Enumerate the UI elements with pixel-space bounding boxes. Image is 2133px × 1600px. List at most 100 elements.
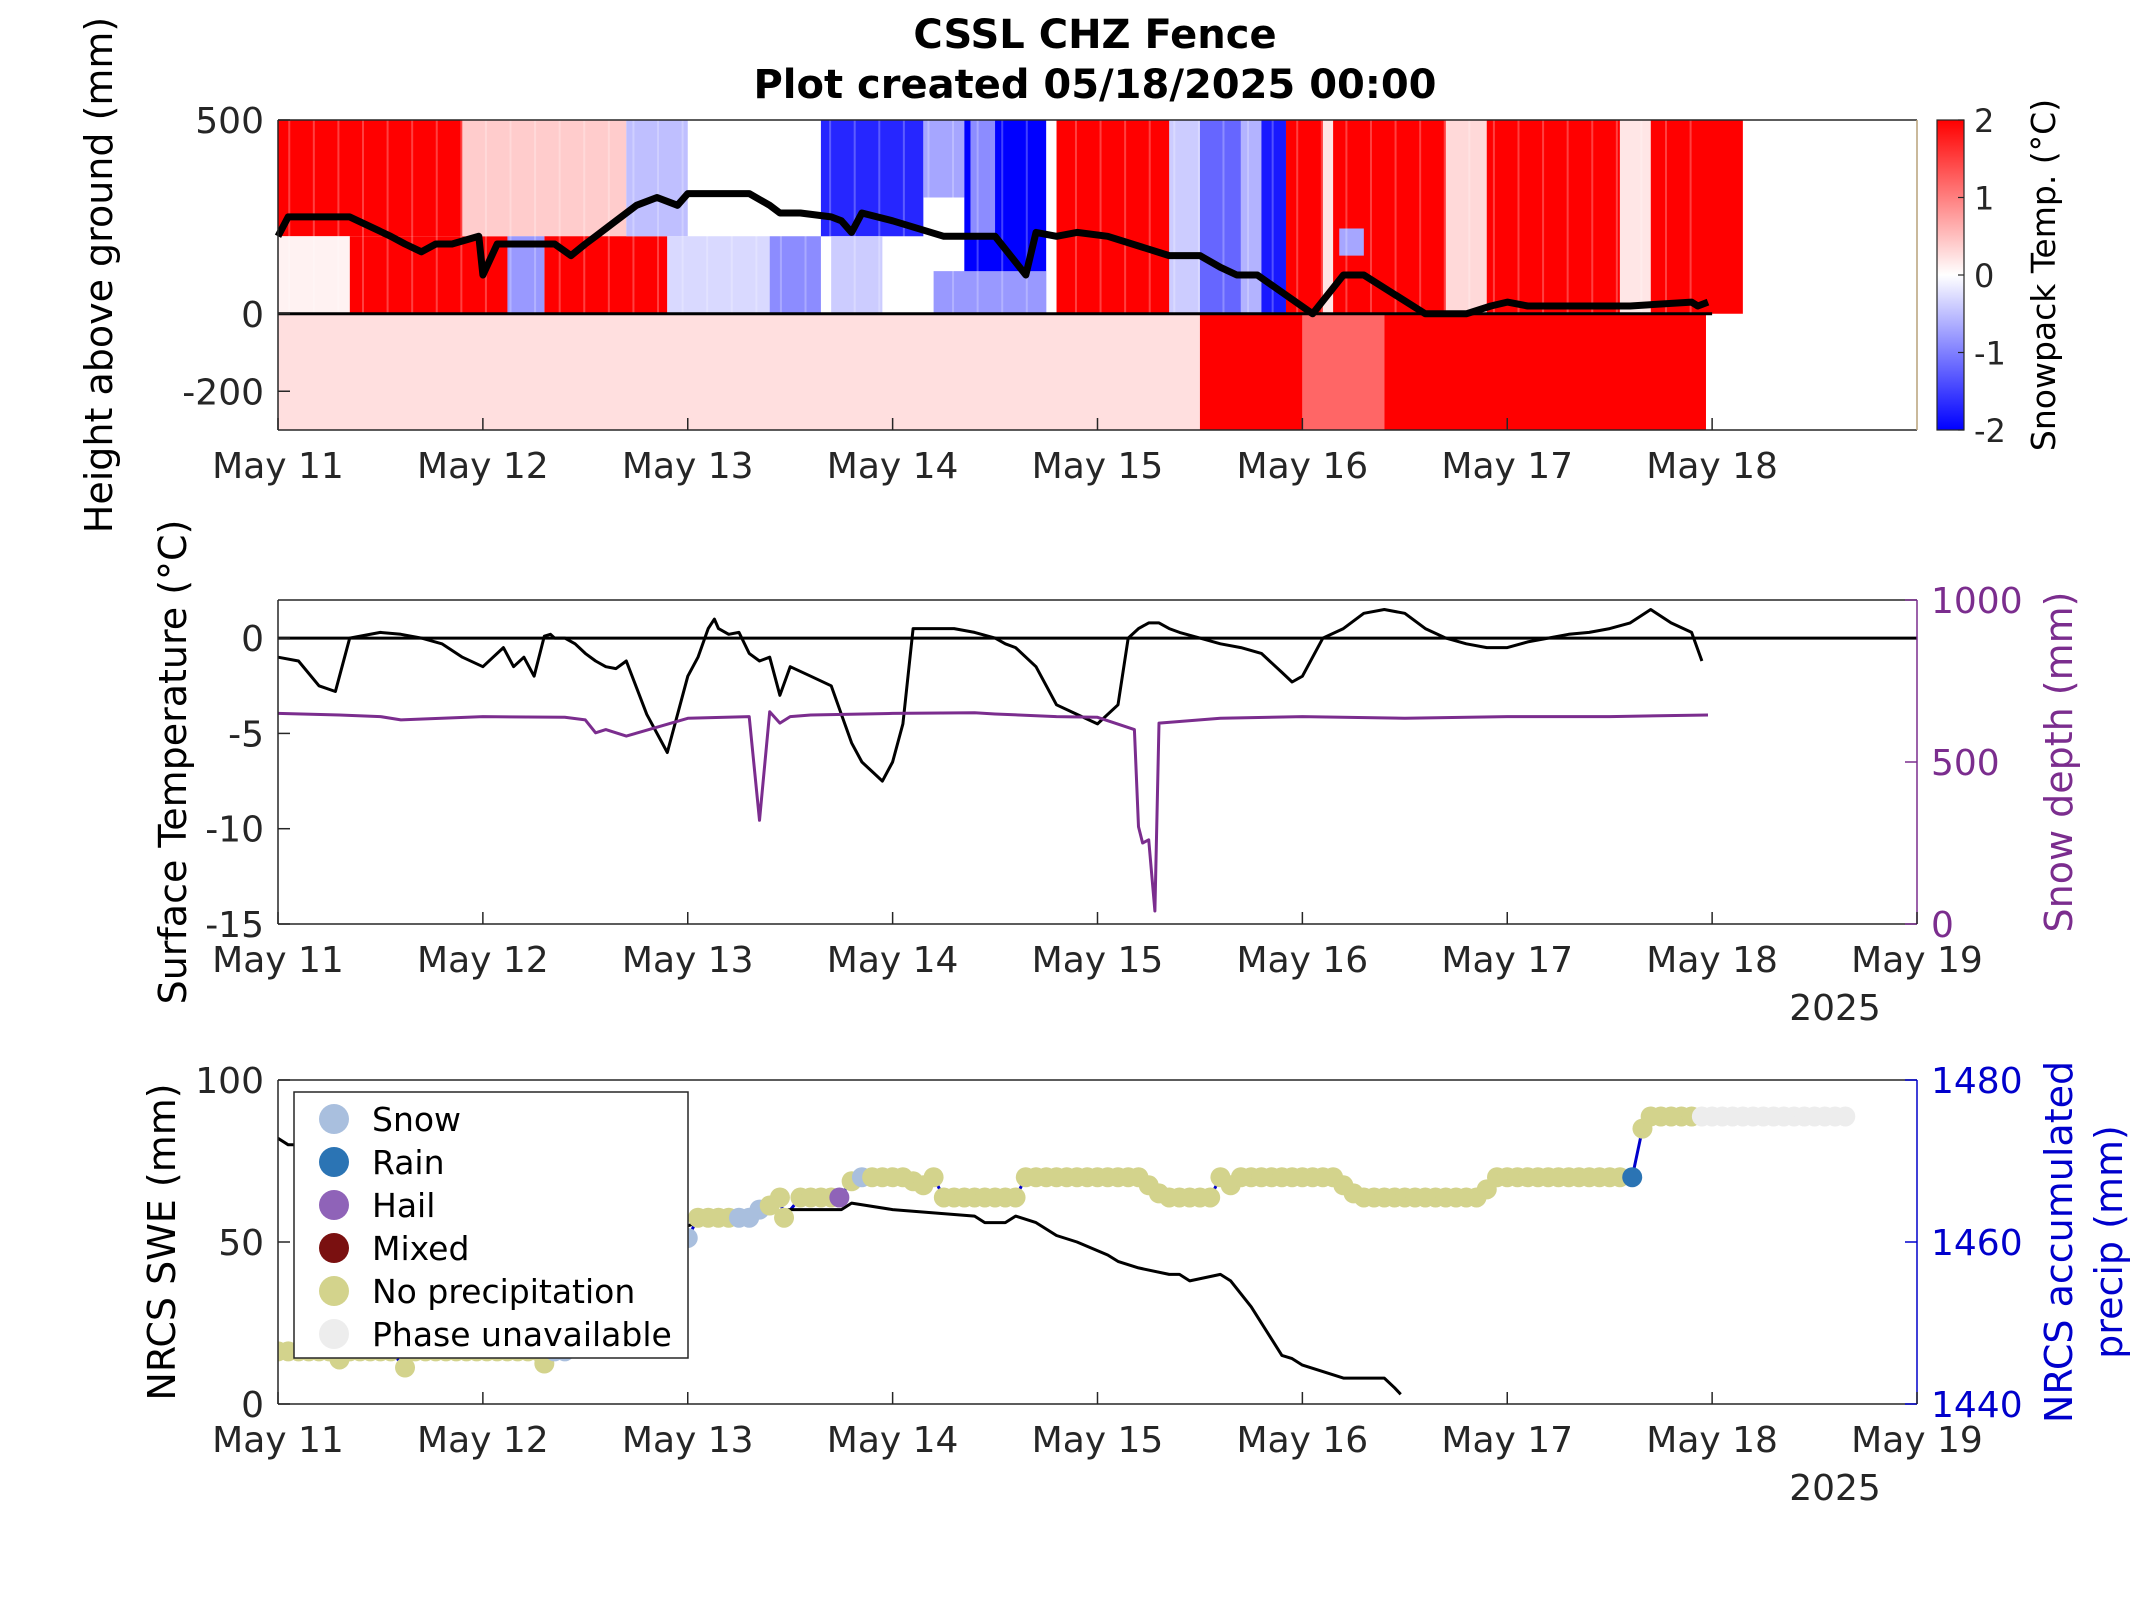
- heatmap-xtick-label: May 16: [1237, 446, 1369, 487]
- surface-xtick-label: May 13: [622, 940, 754, 981]
- heatmap-cold-cell: [970, 120, 996, 237]
- heatmap-stripe: [706, 120, 709, 314]
- swe-year-label: 2025: [1789, 1468, 1881, 1509]
- heatmap-stripe: [386, 120, 389, 314]
- heatmap-ground-cell: [1302, 313, 1385, 430]
- heatmap-cold-cell: [923, 120, 965, 198]
- heatmap-stripe: [1345, 120, 1348, 314]
- heatmap-cold-cell: [1169, 120, 1200, 314]
- heatmap-stripe: [1492, 120, 1495, 314]
- legend-marker-phase-unavailable: [319, 1319, 349, 1349]
- swe-ytick-label: 50: [218, 1223, 264, 1264]
- heatmap-ylabel: Height above ground (mm): [77, 17, 121, 534]
- heatmap-stripe: [1566, 120, 1569, 314]
- legend-label: Mixed: [372, 1229, 469, 1268]
- precip-point-no-precip: [923, 1167, 944, 1188]
- heatmap-stripe: [952, 120, 955, 314]
- heatmap-stripe: [1074, 120, 1077, 314]
- legend-label: Snow: [372, 1100, 461, 1139]
- heatmap-stripe: [583, 120, 586, 314]
- heatmap-stripe: [1050, 120, 1053, 314]
- heatmap-stripe: [1640, 120, 1643, 314]
- heatmap-xtick-label: May 11: [212, 446, 344, 487]
- precip-ylabel-line-2: precip (mm): [2087, 1125, 2131, 1359]
- heatmap-stripe: [1394, 120, 1397, 314]
- precip-ylabel-line-1: NRCS accumulated: [2037, 1061, 2081, 1423]
- heatmap-stripe: [435, 120, 438, 314]
- heatmap-stripe: [411, 120, 414, 314]
- heatmap-xtick-label: May 18: [1646, 446, 1778, 487]
- swe-xtick-label: May 13: [622, 1420, 754, 1461]
- surface-ytick-label: 0: [241, 619, 264, 660]
- snow-depth-ytick-label: 0: [1931, 905, 1954, 946]
- swe-xtick-label: May 14: [827, 1420, 959, 1461]
- heatmap-ytick-label: 0: [241, 295, 264, 336]
- legend-marker-hail: [319, 1190, 349, 1220]
- heatmap-stripe: [1247, 120, 1250, 314]
- surface-temperature-panel: 0 -5 -10 -15 1000 500 0 May 11 May 12 May 13 May 1…: [151, 520, 2081, 1029]
- heatmap-stripe: [1419, 120, 1422, 314]
- heatmap-stripe: [460, 120, 463, 314]
- heatmap-stripe: [607, 120, 610, 314]
- heatmap-xtick-label: May 15: [1032, 446, 1164, 487]
- heatmap-cold-cell: [1240, 120, 1262, 314]
- snowpack-temperature-panel: 500 0 -200 May 11 May 12 May 13 May 14 May 15 Ma…: [77, 17, 1918, 534]
- heatmap-stripe: [976, 120, 979, 314]
- legend-marker-snow: [319, 1104, 349, 1134]
- heatmap-stripe: [1124, 120, 1127, 314]
- heatmap-stripe: [1025, 120, 1028, 314]
- colorbar-tick-label: 0: [1974, 257, 1994, 295]
- heatmap-cold-cell: [769, 236, 821, 314]
- heatmap-cells: [278, 120, 1743, 430]
- heatmap-xtick-label: May 14: [827, 446, 959, 487]
- heatmap-stripe: [1001, 120, 1004, 314]
- heatmap-stripe: [1689, 120, 1692, 314]
- colorbar-tick-label: 2: [1974, 102, 1994, 140]
- surface-xtick-label: May 14: [827, 940, 959, 981]
- swe-ytick-label: 0: [241, 1385, 264, 1426]
- legend: Snow Rain Hail Mixed No precipitation Phase u…: [293, 1091, 689, 1359]
- heatmap-stripe: [1148, 120, 1151, 314]
- heatmap-stripe: [1296, 120, 1299, 314]
- heatmap-xtick-label: May 17: [1441, 446, 1573, 487]
- surface-ytick-label: -15: [205, 905, 264, 946]
- heatmap-ground-cell: [278, 313, 1200, 430]
- heatmap-cold-cell: [667, 236, 770, 314]
- nrcs-swe-panel: 100 50 0 1480 1460 1440 May 11 May 12 May 13 May …: [140, 1061, 2131, 1509]
- surface-ylabel: Surface Temperature (°C): [151, 520, 195, 1005]
- swe-xtick-label: May 16: [1237, 1420, 1369, 1461]
- heatmap-cold-cell: [831, 236, 883, 314]
- colorbar: 2 1 0 -1 -2 Snowpack Temp. (°C): [1936, 99, 2063, 451]
- precip-ytick-label: 1480: [1931, 1061, 2023, 1102]
- heatmap-stripe: [1542, 120, 1545, 314]
- heatmap-stripe: [853, 120, 856, 314]
- precip-ytick-label: 1460: [1931, 1223, 2023, 1264]
- precip-point-no-precip: [395, 1357, 416, 1378]
- heatmap-cold-cell: [1046, 120, 1057, 314]
- heatmap-stripe: [1320, 120, 1323, 314]
- swe-xtick-label: May 17: [1441, 1420, 1573, 1461]
- swe-xtick-label: May 18: [1646, 1420, 1778, 1461]
- heatmap-cold-cell: [1322, 120, 1334, 314]
- heatmap-stripe: [632, 120, 635, 314]
- heatmap-stripe: [1665, 120, 1668, 314]
- surface-xtick-label: May 18: [1646, 940, 1778, 981]
- legend-label: Hail: [372, 1186, 435, 1225]
- heatmap-stripe: [1615, 120, 1618, 314]
- colorbar-label: Snowpack Temp. (°C): [2024, 99, 2063, 451]
- surface-xtick-label: May 11: [212, 940, 344, 981]
- heatmap-stripe: [1271, 120, 1274, 314]
- legend-marker-mixed: [319, 1233, 349, 1263]
- surface-ytick-label: -5: [228, 714, 264, 755]
- heatmap-stripe: [1443, 120, 1446, 314]
- colorbar-tick-label: -1: [1974, 335, 2006, 373]
- precip-ytick-label: 1440: [1931, 1385, 2023, 1426]
- heatmap-warm-cell: [1445, 120, 1487, 314]
- legend-marker-no-precip: [319, 1276, 349, 1306]
- surface-xtick-label: May 12: [417, 940, 549, 981]
- heatmap-cold-cell: [1056, 120, 1170, 314]
- heatmap-stripe: [361, 120, 364, 314]
- legend-label: No precipitation: [372, 1272, 635, 1311]
- surface-ytick-label: -10: [205, 810, 264, 851]
